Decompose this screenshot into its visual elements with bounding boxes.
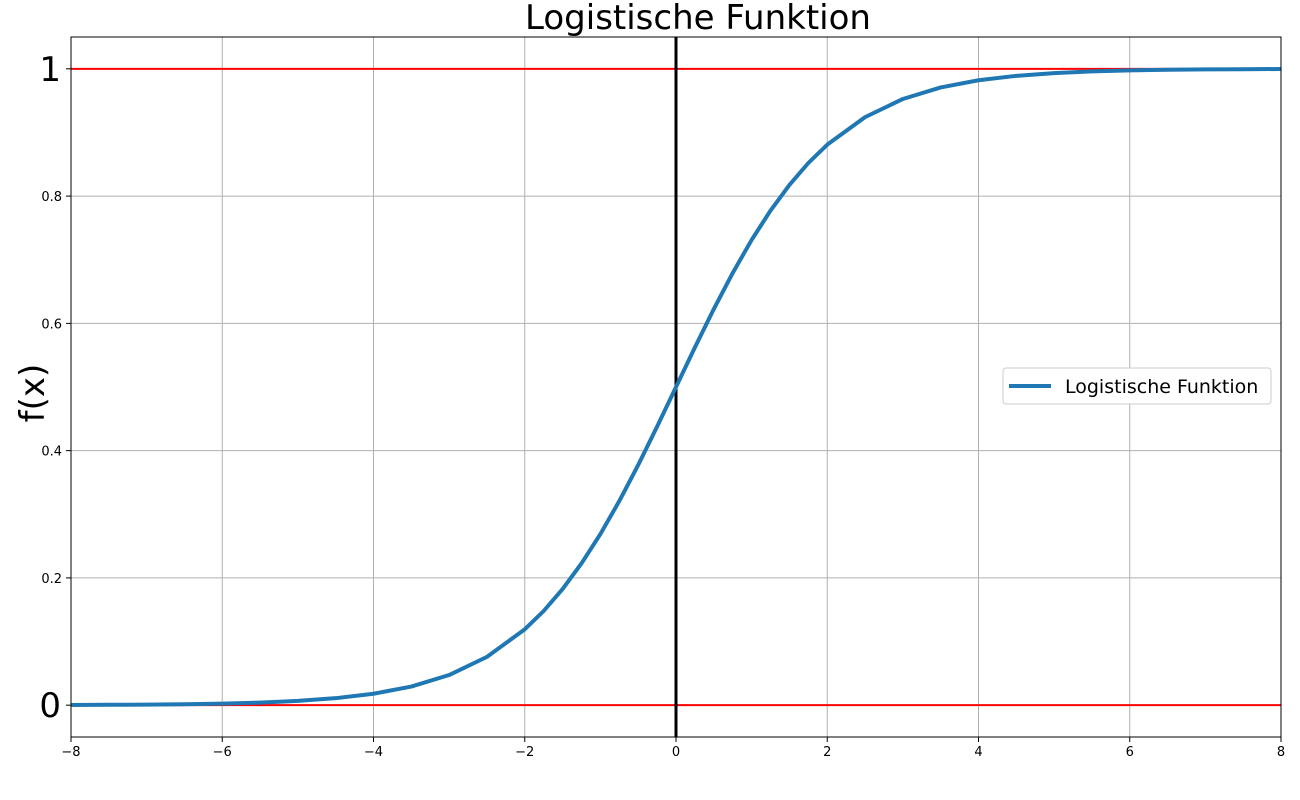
- y-tick-label-2: 0.4: [41, 445, 62, 460]
- legend-box: [1002, 367, 1272, 405]
- x-tick-label-7: 6: [1126, 745, 1134, 760]
- y-tick-label-4: 0.8: [41, 190, 62, 205]
- y-tick-label-1: 0.2: [41, 572, 62, 587]
- x-tick-label-5: 2: [823, 745, 831, 760]
- legend-label: Logistische Funktion: [1065, 376, 1258, 398]
- series-line-0: [70, 67, 1282, 707]
- x-tick-label-2: −4: [364, 745, 383, 760]
- x-tick-label-0: −8: [61, 745, 80, 760]
- x-tick-label-1: −6: [213, 745, 232, 760]
- x-tick-label-4: 0: [672, 745, 680, 760]
- y-tick-label-0: 0: [39, 686, 61, 726]
- tick-layer: −8 −6 −4 −2 0 2 4 6 8 0 0.2 0.4 0.6 0.8 1: [39, 50, 1285, 760]
- y-axis-label: f(x): [13, 364, 53, 423]
- legend: Logistische Funktion: [1002, 367, 1272, 405]
- series-layer: [70, 67, 1282, 707]
- y-tick-label-5: 1: [39, 50, 61, 90]
- x-tick-label-6: 4: [974, 745, 982, 760]
- y-tick-label-3: 0.6: [41, 317, 62, 332]
- x-tick-label-8: 8: [1277, 745, 1285, 760]
- x-tick-label-3: −2: [515, 745, 534, 760]
- chart-title: Logistische Funktion: [525, 0, 871, 38]
